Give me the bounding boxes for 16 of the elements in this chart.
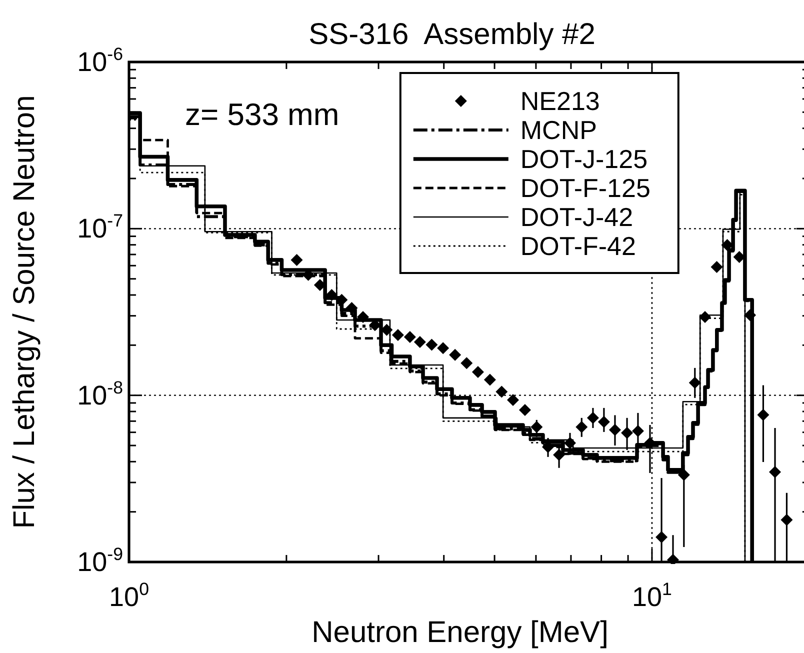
- legend-label: DOT-J-125: [520, 144, 648, 174]
- x-axis-title: Neutron Energy [MeV]: [312, 616, 608, 649]
- y-tick-label: 10$^{-6}$: [77, 44, 124, 77]
- chart-title: SS-316 Assembly #2: [308, 18, 596, 51]
- y-tick-label: 10$^{-9}$: [77, 544, 124, 577]
- legend-label: DOT-F-42: [520, 231, 636, 261]
- legend-label: DOT-F-125: [520, 173, 650, 203]
- legend-label: DOT-J-42: [520, 202, 634, 232]
- x-tick-label: 10$^{1}$: [632, 578, 672, 612]
- y-axis-title: Flux / Lethargy / Source Neutron: [8, 95, 41, 529]
- annotation: z= 533 mm: [185, 97, 340, 132]
- x-tick-label: 10$^{0}$: [109, 578, 150, 612]
- y-tick-label: 10$^{-8}$: [77, 377, 124, 410]
- y-tick-label: 10$^{-7}$: [77, 210, 124, 244]
- legend-label: NE213: [520, 86, 600, 116]
- legend-label: MCNP: [520, 115, 597, 145]
